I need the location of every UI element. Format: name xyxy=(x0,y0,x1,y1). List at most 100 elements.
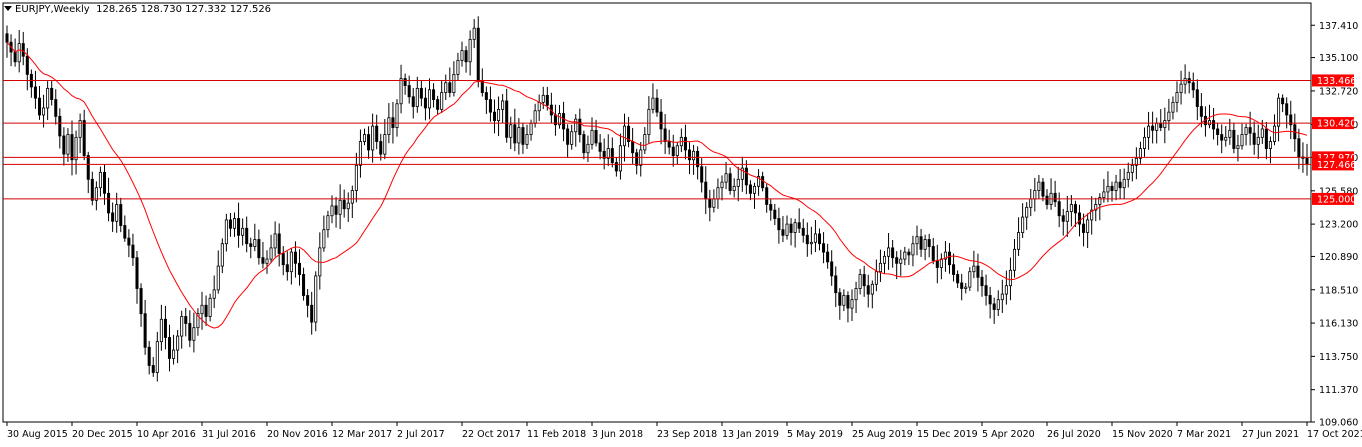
x-tick-label: 3 Jun 2018 xyxy=(592,429,643,440)
candle-body xyxy=(521,127,525,145)
candle-body xyxy=(452,73,456,93)
candle-body xyxy=(525,134,529,145)
candle-body xyxy=(578,118,582,135)
candle-body xyxy=(769,204,773,211)
candle-body xyxy=(874,271,878,285)
candle-body xyxy=(224,219,228,245)
candle-body xyxy=(484,92,488,100)
candle-body xyxy=(265,258,269,264)
candle-body xyxy=(1065,211,1069,222)
candle-body xyxy=(395,103,399,128)
candle-body xyxy=(119,204,123,226)
candle-body xyxy=(314,275,318,323)
candle-body xyxy=(1240,134,1244,147)
x-tick-label: 2 Jul 2017 xyxy=(397,429,445,440)
candle-body xyxy=(167,337,172,359)
candle-body xyxy=(456,59,460,75)
candle-body xyxy=(46,87,50,109)
candle-body xyxy=(350,190,354,204)
y-tick-label: 120.890 xyxy=(1319,252,1358,263)
candle-body xyxy=(1122,178,1126,189)
candle-body xyxy=(358,141,362,166)
candle-body xyxy=(342,199,346,210)
candle-body xyxy=(42,107,46,116)
candle-body xyxy=(1118,181,1122,189)
candle-body xyxy=(501,100,505,110)
candle-body xyxy=(25,55,29,75)
candle-body xyxy=(809,241,813,245)
candle-body xyxy=(159,318,163,343)
price-label-text: 133.466 xyxy=(1317,76,1356,87)
candle-body xyxy=(1021,216,1025,233)
candle-body xyxy=(1077,212,1082,225)
candle-body xyxy=(1073,204,1077,214)
candle-body xyxy=(1057,201,1061,217)
candle-body xyxy=(163,318,167,338)
candle-body xyxy=(1159,122,1163,128)
x-tick-label: 7 Mar 2021 xyxy=(1177,429,1231,440)
candle-body xyxy=(102,171,107,194)
candle-body xyxy=(943,251,947,260)
candle-body xyxy=(277,233,281,254)
candle-body xyxy=(58,115,62,137)
candle-body xyxy=(143,313,147,348)
candle-body xyxy=(594,129,598,144)
candle-body xyxy=(1272,125,1277,142)
candle-body xyxy=(273,233,277,249)
candle-body xyxy=(765,187,769,205)
candle-body xyxy=(261,257,265,264)
candle-body xyxy=(826,251,830,263)
candle-body xyxy=(147,346,151,366)
candle-body xyxy=(1285,103,1289,116)
candle-body xyxy=(237,218,241,236)
candle-body xyxy=(107,192,111,214)
candle-body xyxy=(927,239,931,247)
candle-body xyxy=(1017,232,1021,250)
x-tick-label: 25 Aug 2019 xyxy=(852,429,913,440)
candle-body xyxy=(1004,285,1008,295)
candle-body xyxy=(797,222,801,229)
y-tick-label: 118.510 xyxy=(1319,285,1358,296)
candle-body xyxy=(834,275,838,294)
candle-body xyxy=(1126,171,1130,180)
y-tick-label: 125.580 xyxy=(1319,186,1358,197)
candle-body xyxy=(21,43,25,57)
candle-body xyxy=(1244,127,1248,135)
candle-body xyxy=(436,99,440,110)
y-tick-label: 116.130 xyxy=(1319,319,1358,330)
candle-body xyxy=(322,229,326,249)
candle-body xyxy=(923,239,927,250)
candle-body xyxy=(651,97,655,110)
candle-body xyxy=(627,125,631,142)
x-tick-label: 5 May 2019 xyxy=(787,429,843,440)
x-tick-label: 30 Aug 2015 xyxy=(7,429,68,440)
candle-body xyxy=(1163,120,1167,128)
candle-body xyxy=(1264,128,1268,149)
candle-body xyxy=(488,99,492,113)
candle-body xyxy=(899,258,903,264)
candle-body xyxy=(180,316,184,337)
candle-body xyxy=(407,85,411,98)
candle-body xyxy=(257,239,261,259)
candle-body xyxy=(269,247,273,260)
candle-body xyxy=(870,283,874,295)
candle-body xyxy=(541,94,545,103)
candle-body xyxy=(509,124,513,138)
candle-body xyxy=(1053,192,1057,203)
candle-body xyxy=(724,173,728,183)
candle-body xyxy=(622,125,627,147)
candle-body xyxy=(683,136,687,151)
candle-body xyxy=(781,229,785,236)
candle-body xyxy=(440,92,444,110)
chevron-down-icon[interactable] xyxy=(4,6,12,11)
x-tick-label: 12 Mar 2017 xyxy=(332,429,392,440)
x-tick-label: 27 Jun 2021 xyxy=(1242,429,1299,440)
candle-body xyxy=(537,101,541,112)
candle-body xyxy=(1041,181,1045,197)
candle-body xyxy=(801,227,805,236)
candle-body xyxy=(667,141,671,148)
x-tick-label: 13 Jan 2019 xyxy=(722,429,779,440)
x-tick-label: 23 Sep 2018 xyxy=(657,429,717,440)
